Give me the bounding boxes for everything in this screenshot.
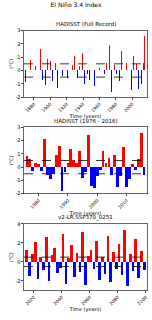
svg-text:(°C): (°C)	[8, 252, 14, 262]
svg-text:0: 0	[17, 164, 20, 170]
svg-text:1880: 1880	[25, 101, 37, 113]
svg-text:Time (years): Time (years)	[69, 306, 102, 313]
svg-text:(°C): (°C)	[8, 59, 14, 69]
svg-text:2: 2	[17, 240, 20, 246]
svg-text:2000: 2000	[123, 101, 135, 113]
svg-text:3: 3	[17, 27, 20, 33]
svg-text:Time (years): Time (years)	[69, 210, 102, 217]
svg-text:2020: 2020	[24, 295, 36, 307]
svg-text:1990: 1990	[59, 198, 71, 210]
svg-text:3: 3	[17, 124, 20, 130]
svg-text:El Niño 3.4 Index: El Niño 3.4 Index	[51, 1, 102, 8]
svg-text:1920: 1920	[57, 101, 69, 113]
svg-text:2080: 2080	[108, 295, 120, 307]
svg-text:1940: 1940	[74, 101, 86, 113]
svg-text:4: 4	[17, 221, 20, 227]
svg-text:1980: 1980	[29, 198, 41, 210]
svg-text:1980: 1980	[107, 101, 119, 113]
svg-text:2100: 2100	[136, 295, 148, 307]
svg-text:2060: 2060	[80, 295, 92, 307]
svg-text:-1: -1	[15, 81, 20, 87]
svg-text:(°C): (°C)	[8, 155, 14, 165]
svg-text:v2-LR.SSP370_0251: v2-LR.SSP370_0251	[58, 214, 113, 221]
svg-text:1: 1	[17, 151, 20, 157]
svg-text:1900: 1900	[41, 101, 53, 113]
svg-text:2040: 2040	[52, 295, 64, 307]
svg-text:0: 0	[17, 67, 20, 73]
svg-text:HADISST (Full Record): HADISST (Full Record)	[56, 21, 116, 27]
svg-text:-2: -2	[15, 190, 20, 196]
svg-text:1: 1	[17, 54, 20, 60]
svg-text:2: 2	[17, 41, 20, 47]
svg-text:1960: 1960	[90, 101, 102, 113]
svg-text:2: 2	[17, 137, 20, 143]
svg-text:-2: -2	[15, 278, 20, 284]
svg-text:0: 0	[17, 259, 20, 265]
svg-text:-2: -2	[15, 94, 20, 100]
svg-text:Time (years): Time (years)	[69, 113, 102, 120]
svg-text:2000: 2000	[88, 198, 100, 210]
svg-text:HADISST (1976 - 2016): HADISST (1976 - 2016)	[54, 118, 118, 124]
svg-text:2010: 2010	[117, 198, 129, 210]
svg-text:-1: -1	[15, 177, 20, 183]
